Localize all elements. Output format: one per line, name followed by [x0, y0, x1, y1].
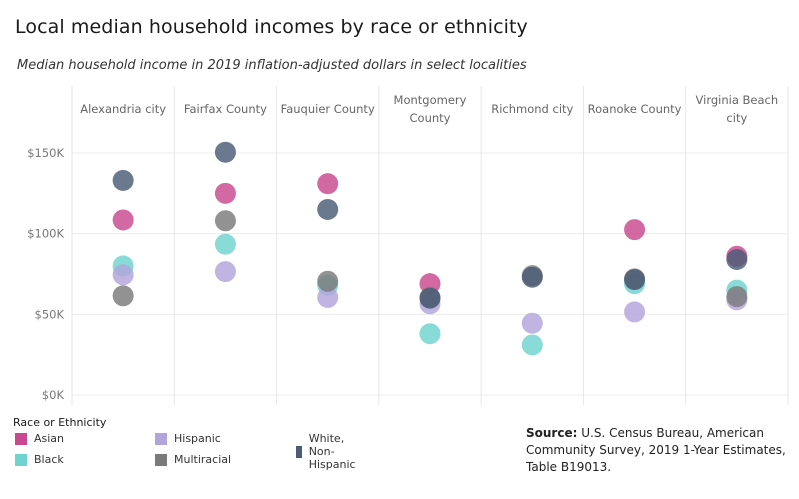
legend-item-white-non-hispanic[interactable]: White, Non-Hispanic: [296, 432, 362, 471]
legend-item-black[interactable]: Black: [15, 453, 64, 466]
point-multiracial[interactable]: [112, 285, 134, 307]
category-label: Virginia Beach city: [696, 93, 779, 125]
point-asian[interactable]: [112, 209, 134, 231]
category-label: Fauquier County: [281, 102, 375, 116]
point-multiracial[interactable]: [726, 286, 748, 308]
point-white-non-hispanic[interactable]: [214, 141, 236, 163]
legend-label-multiracial: Multiracial: [174, 453, 232, 466]
point-white-non-hispanic[interactable]: [624, 269, 646, 291]
category-label: Alexandria city: [80, 102, 166, 116]
source-label: Source:: [526, 426, 578, 440]
point-black[interactable]: [214, 233, 236, 255]
point-black[interactable]: [521, 334, 543, 356]
point-white-non-hispanic[interactable]: [419, 287, 441, 309]
legend-title: Race or Ethnicity: [13, 416, 107, 429]
legend-label-black: Black: [34, 453, 64, 466]
point-hispanic[interactable]: [521, 312, 543, 334]
point-black[interactable]: [419, 323, 441, 345]
point-hispanic[interactable]: [214, 261, 236, 283]
legend-label-asian: Asian: [34, 432, 65, 445]
legend-swatch-hispanic: [155, 432, 167, 445]
category-label: Roanoke County: [588, 102, 682, 116]
point-multiracial[interactable]: [214, 210, 236, 232]
legend-label-white-non-hispanic: White, Non-Hispanic: [308, 432, 356, 471]
y-tick-label: $150K: [27, 146, 64, 160]
legend-swatch-black: [15, 453, 27, 466]
scatter-chart: $0K $50K $100K $150K Alexandria city Fairfax …: [27, 86, 789, 405]
point-asian[interactable]: [624, 219, 646, 241]
legend-item-multiracial[interactable]: Multiracial: [155, 453, 231, 466]
legend: Race or Ethnicity Asian Black Hispanic M…: [13, 416, 356, 471]
point-hispanic[interactable]: [112, 264, 134, 286]
point-hispanic[interactable]: [317, 286, 339, 308]
legend-item-asian[interactable]: Asian: [15, 432, 64, 445]
point-white-non-hispanic[interactable]: [726, 248, 748, 270]
legend-swatch-multiracial: [155, 453, 167, 466]
point-asian[interactable]: [214, 182, 236, 204]
point-white-non-hispanic[interactable]: [521, 266, 543, 288]
y-tick-label: $100K: [27, 227, 64, 241]
source-note: Source: U.S. Census Bureau, American Com…: [526, 425, 786, 476]
category-label: Richmond city: [491, 102, 573, 116]
category-label: Montgomery County: [394, 93, 467, 125]
source-text: U.S. Census Bureau, American Community S…: [526, 426, 786, 474]
point-multiracial[interactable]: [317, 270, 339, 292]
chart-subtitle: Median household income in 2019 inflatio…: [17, 58, 527, 73]
point-white-non-hispanic[interactable]: [112, 169, 134, 191]
legend-swatch-white-non-hispanic: [296, 445, 302, 458]
point-hispanic[interactable]: [624, 301, 646, 323]
point-white-non-hispanic[interactable]: [317, 198, 339, 220]
legend-item-hispanic[interactable]: Hispanic: [155, 432, 221, 445]
chart-title: Local median household incomes by race o…: [15, 16, 528, 38]
y-tick-label: $0K: [42, 388, 65, 402]
legend-swatch-asian: [15, 432, 27, 445]
legend-label-hispanic: Hispanic: [174, 432, 221, 445]
y-tick-label: $50K: [35, 307, 65, 321]
category-label: Fairfax County: [184, 102, 267, 116]
point-asian[interactable]: [317, 173, 339, 195]
